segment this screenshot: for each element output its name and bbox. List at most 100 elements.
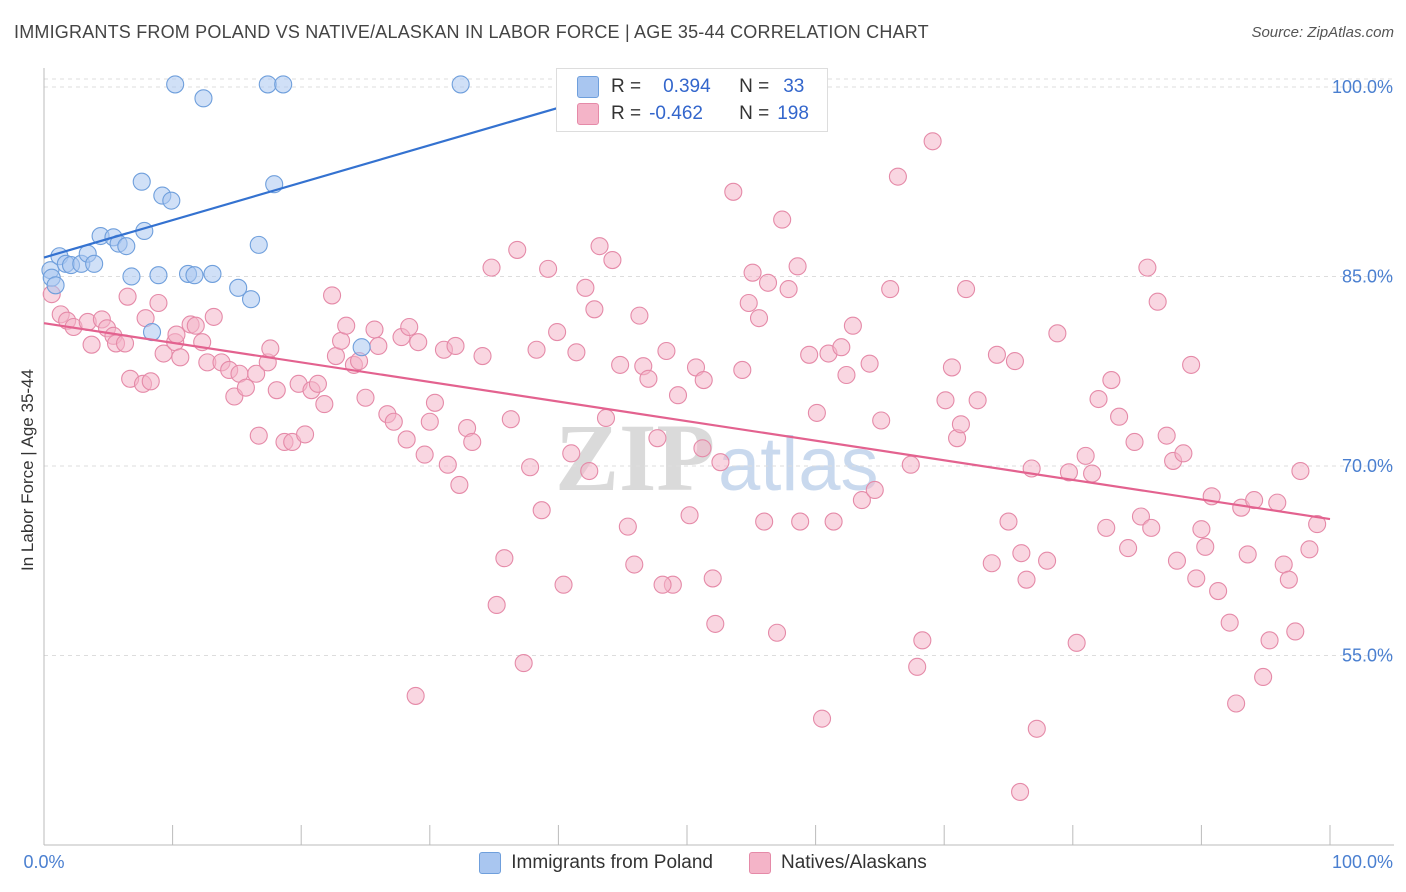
data-point-natives bbox=[1260, 631, 1279, 650]
legend-row-natives: R = -0.462 N = 198 bbox=[577, 101, 809, 127]
data-point-natives bbox=[337, 316, 356, 335]
data-point-natives bbox=[923, 132, 942, 151]
data-point-natives bbox=[548, 323, 567, 342]
y-tick-label: 100.0% bbox=[1332, 77, 1393, 97]
legend-r-label: R = bbox=[611, 103, 642, 124]
data-point-natives bbox=[758, 273, 778, 292]
data-point-poland bbox=[451, 75, 470, 94]
data-point-natives bbox=[860, 354, 879, 373]
data-point-natives bbox=[249, 426, 268, 445]
data-point-poland bbox=[203, 264, 222, 283]
data-point-natives bbox=[999, 512, 1018, 531]
legend-row-poland: R = 0.394 N = 33 bbox=[577, 74, 804, 100]
series-legend: Immigrants from Poland Natives/Alaskans bbox=[0, 852, 1406, 874]
source-label: Source: ZipAtlas.com bbox=[1251, 24, 1394, 41]
y-axis-label: In Labor Force | Age 35-44 bbox=[18, 369, 37, 571]
data-point-natives bbox=[1238, 545, 1257, 564]
data-point-poland bbox=[149, 266, 168, 285]
y-tick-label: 85.0% bbox=[1342, 266, 1393, 286]
data-point-poland bbox=[162, 191, 181, 210]
data-point-natives bbox=[832, 338, 851, 357]
data-point-natives bbox=[1083, 464, 1102, 483]
data-point-natives bbox=[495, 549, 514, 568]
data-point-natives bbox=[590, 237, 609, 256]
data-point-natives bbox=[767, 623, 787, 642]
data-point-natives bbox=[982, 554, 1001, 573]
legend-item-natives[interactable]: Natives/Alaskans bbox=[748, 852, 927, 874]
data-point-natives bbox=[1254, 667, 1273, 687]
legend-swatch-blue bbox=[577, 76, 599, 98]
legend-swatch-blue bbox=[479, 852, 502, 874]
data-point-natives bbox=[800, 345, 819, 364]
data-point-natives bbox=[630, 306, 649, 325]
data-point-natives bbox=[186, 316, 205, 335]
data-point-natives bbox=[888, 167, 907, 186]
data-point-poland bbox=[274, 75, 293, 94]
data-point-natives bbox=[397, 430, 416, 449]
legend-label-poland: Immigrants from Poland bbox=[511, 852, 713, 873]
y-tick-label: 55.0% bbox=[1342, 645, 1393, 665]
data-point-natives bbox=[332, 331, 351, 350]
data-point-natives bbox=[668, 386, 688, 405]
data-point-natives bbox=[968, 391, 987, 410]
data-point-natives bbox=[1005, 352, 1024, 371]
data-point-natives bbox=[1227, 694, 1246, 713]
data-point-natives bbox=[1286, 622, 1305, 641]
data-point-natives bbox=[400, 317, 419, 337]
data-point-natives bbox=[585, 300, 604, 319]
x-tick-label-max: 100.0% bbox=[1332, 852, 1393, 872]
data-point-natives bbox=[438, 455, 457, 474]
data-point-natives bbox=[824, 512, 843, 531]
data-point-natives bbox=[913, 631, 932, 650]
data-point-natives bbox=[881, 280, 900, 299]
data-point-natives bbox=[415, 445, 434, 464]
data-point-poland bbox=[258, 75, 277, 94]
series-poland bbox=[41, 75, 470, 357]
x-tick-label-min: 0.0% bbox=[23, 852, 64, 872]
data-point-poland bbox=[166, 75, 185, 94]
data-point-natives bbox=[1187, 569, 1206, 588]
data-point-poland bbox=[241, 290, 261, 309]
data-point-natives bbox=[1012, 544, 1031, 563]
data-point-natives bbox=[82, 335, 101, 354]
data-point-poland bbox=[229, 278, 248, 297]
data-point-natives bbox=[308, 374, 327, 393]
chart-title: IMMIGRANTS FROM POLAND VS NATIVE/ALASKAN… bbox=[14, 22, 929, 42]
data-point-natives bbox=[837, 365, 856, 385]
data-point-natives bbox=[1308, 515, 1327, 534]
legend-r-label: R = bbox=[611, 76, 642, 97]
data-point-natives bbox=[1038, 551, 1057, 570]
data-point-natives bbox=[141, 372, 160, 391]
data-point-natives bbox=[987, 345, 1006, 364]
data-point-poland bbox=[194, 89, 213, 108]
watermark-atlas: atlas bbox=[718, 422, 879, 507]
data-point-natives bbox=[1174, 444, 1193, 463]
data-point-natives bbox=[739, 293, 758, 313]
data-point-natives bbox=[514, 654, 533, 673]
data-point-natives bbox=[554, 575, 573, 594]
data-point-natives bbox=[406, 686, 425, 705]
legend-item-poland[interactable]: Immigrants from Poland bbox=[479, 852, 713, 874]
data-point-natives bbox=[648, 429, 667, 448]
data-point-natives bbox=[296, 425, 315, 444]
data-point-natives bbox=[773, 210, 792, 229]
data-point-natives bbox=[1138, 258, 1157, 277]
data-point-natives bbox=[852, 491, 871, 510]
data-point-natives bbox=[812, 709, 832, 728]
data-point-natives bbox=[1157, 426, 1176, 445]
data-point-natives bbox=[1182, 355, 1201, 374]
data-point-natives bbox=[1059, 463, 1078, 482]
data-point-natives bbox=[639, 369, 658, 388]
data-point-natives bbox=[865, 480, 884, 500]
data-point-poland bbox=[185, 266, 204, 285]
data-point-natives bbox=[872, 411, 891, 430]
data-point-natives bbox=[1196, 537, 1215, 556]
data-point-natives bbox=[369, 336, 388, 356]
data-point-poland bbox=[122, 267, 141, 286]
data-point-natives bbox=[1102, 371, 1121, 390]
data-point-natives bbox=[365, 320, 384, 339]
data-point-poland bbox=[352, 338, 371, 357]
data-point-natives bbox=[653, 575, 672, 594]
legend-n-value: 198 bbox=[777, 103, 809, 124]
